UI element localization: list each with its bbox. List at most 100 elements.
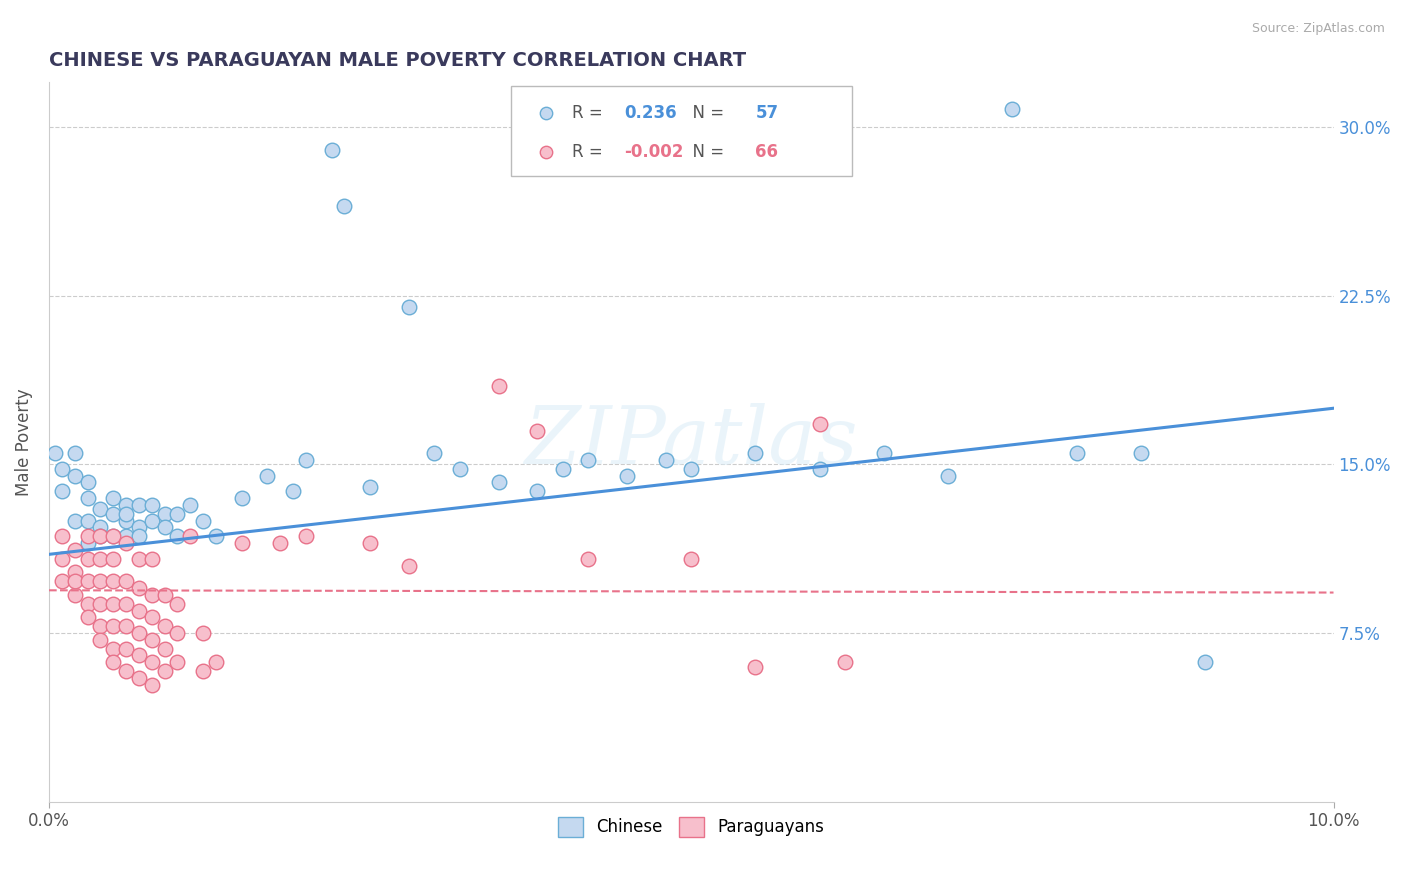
Point — [103, 491, 125, 505]
Point — [359, 536, 381, 550]
Point — [166, 529, 188, 543]
Point — [115, 536, 138, 550]
Point — [89, 529, 111, 543]
Point — [744, 659, 766, 673]
Point — [89, 597, 111, 611]
Point — [51, 484, 73, 499]
Point — [808, 417, 831, 431]
Point — [115, 574, 138, 589]
Point — [103, 529, 125, 543]
Point — [76, 529, 98, 543]
Point — [153, 619, 176, 633]
Point — [808, 462, 831, 476]
Point — [321, 143, 343, 157]
Point — [89, 632, 111, 647]
Point — [1129, 446, 1152, 460]
Point — [578, 453, 600, 467]
Point — [128, 520, 150, 534]
Point — [141, 551, 163, 566]
Point — [398, 558, 420, 573]
Point — [76, 475, 98, 490]
Point — [141, 655, 163, 669]
Point — [63, 468, 86, 483]
Point — [89, 520, 111, 534]
Point — [115, 619, 138, 633]
Point — [1194, 655, 1216, 669]
Point — [166, 597, 188, 611]
Point — [63, 574, 86, 589]
Point — [115, 664, 138, 678]
Point — [166, 655, 188, 669]
Point — [89, 529, 111, 543]
Point — [295, 529, 318, 543]
Point — [578, 551, 600, 566]
Point — [115, 514, 138, 528]
Point — [166, 507, 188, 521]
Point — [269, 536, 291, 550]
Text: 57: 57 — [755, 103, 779, 121]
Point — [44, 446, 66, 460]
Text: N =: N = — [682, 143, 730, 161]
Point — [128, 603, 150, 617]
Point — [76, 597, 98, 611]
Legend: Chinese, Paraguayans: Chinese, Paraguayans — [551, 810, 831, 844]
Point — [141, 632, 163, 647]
Point — [359, 480, 381, 494]
Point — [115, 507, 138, 521]
Point — [103, 641, 125, 656]
Text: ZIPatlas: ZIPatlas — [524, 403, 858, 481]
Point — [115, 498, 138, 512]
Point — [89, 574, 111, 589]
Point — [153, 641, 176, 656]
Point — [191, 626, 214, 640]
Text: 0.236: 0.236 — [624, 103, 678, 121]
Point — [63, 566, 86, 580]
Point — [115, 529, 138, 543]
Point — [526, 484, 548, 499]
Point — [103, 574, 125, 589]
Point — [191, 514, 214, 528]
Point — [76, 536, 98, 550]
Point — [153, 664, 176, 678]
Point — [76, 574, 98, 589]
Point — [103, 619, 125, 633]
Point — [141, 498, 163, 512]
Point — [488, 378, 510, 392]
Point — [103, 597, 125, 611]
Point — [141, 678, 163, 692]
Point — [449, 462, 471, 476]
Point — [103, 551, 125, 566]
Point — [128, 671, 150, 685]
Point — [873, 446, 896, 460]
Point — [141, 514, 163, 528]
Text: R =: R = — [572, 143, 607, 161]
Point — [681, 551, 703, 566]
Text: Source: ZipAtlas.com: Source: ZipAtlas.com — [1251, 22, 1385, 36]
Point — [231, 536, 253, 550]
Point — [115, 641, 138, 656]
Y-axis label: Male Poverty: Male Poverty — [15, 388, 32, 496]
Point — [51, 462, 73, 476]
Point — [281, 484, 304, 499]
Point — [681, 462, 703, 476]
Point — [166, 626, 188, 640]
Point — [398, 300, 420, 314]
Point — [616, 468, 638, 483]
Point — [295, 453, 318, 467]
Point — [76, 491, 98, 505]
Point — [205, 529, 228, 543]
Point — [89, 551, 111, 566]
Point — [89, 619, 111, 633]
FancyBboxPatch shape — [512, 86, 852, 176]
Point — [551, 462, 574, 476]
Point — [141, 588, 163, 602]
Point — [153, 520, 176, 534]
Point — [128, 626, 150, 640]
Point — [153, 588, 176, 602]
Text: 66: 66 — [755, 143, 779, 161]
Text: N =: N = — [682, 103, 730, 121]
Point — [256, 468, 278, 483]
Point — [153, 507, 176, 521]
Point — [128, 648, 150, 663]
Point — [103, 529, 125, 543]
